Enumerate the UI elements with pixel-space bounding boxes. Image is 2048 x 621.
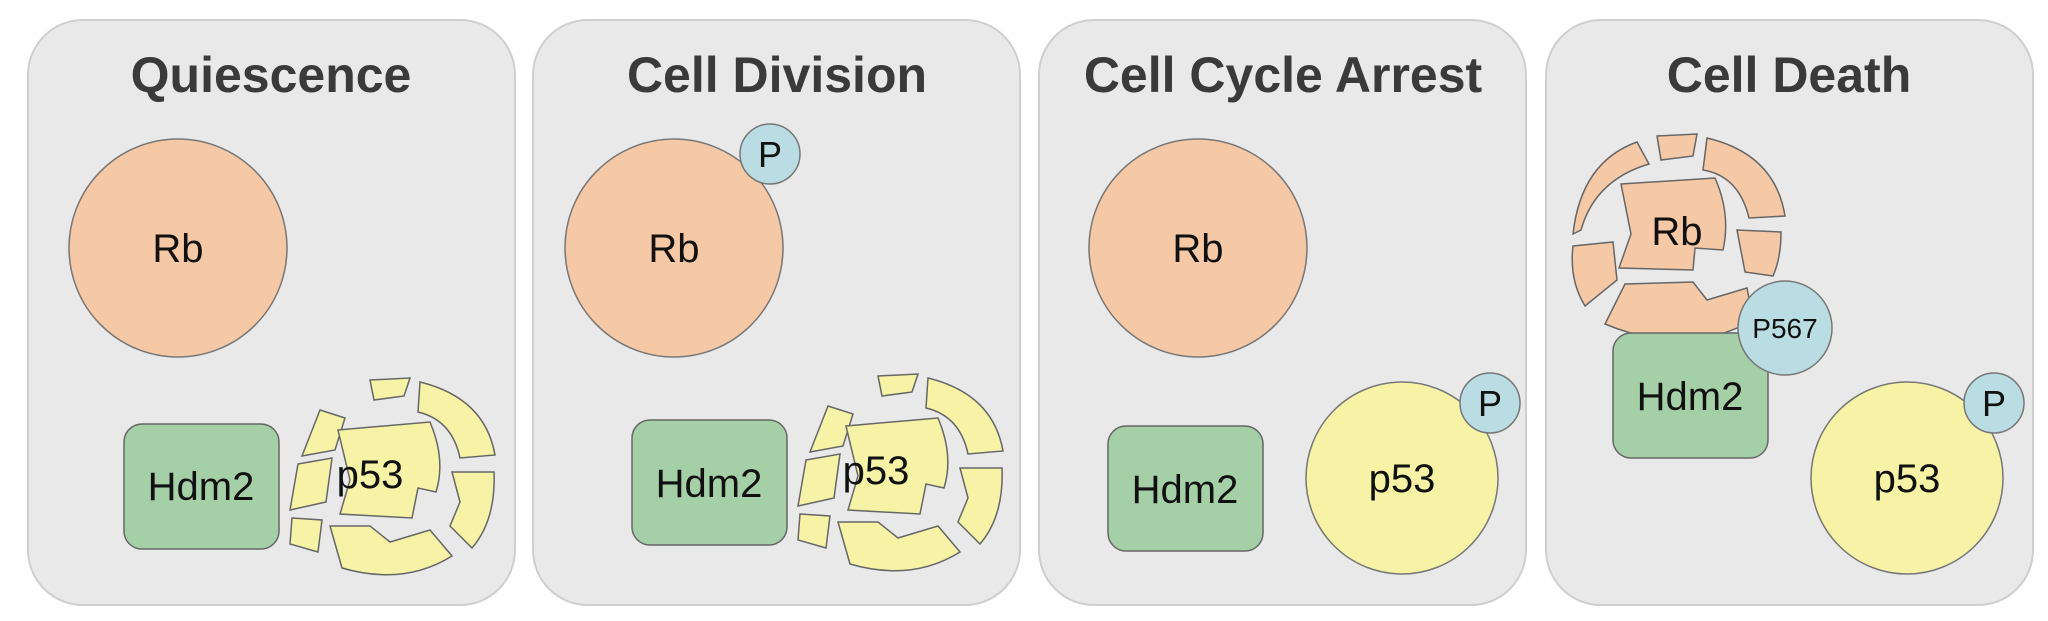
panel-cell-division: Cell Division Rb P p53 Hdm2 bbox=[532, 19, 1021, 606]
panel-cell-death: Cell Death Rb Hdm2 P567 p53 P bbox=[1545, 19, 2034, 606]
rb-protein: Rb bbox=[1088, 138, 1308, 358]
panel-cell-cycle-arrest: Cell Cycle Arrest Rb Hdm2 p53 P bbox=[1038, 19, 1527, 606]
p53-protein: p53 bbox=[1305, 381, 1499, 575]
panel-title: Cell Cycle Arrest bbox=[1084, 47, 1483, 103]
hdm2-label: Hdm2 bbox=[656, 462, 763, 506]
panel-title: Cell Division bbox=[627, 47, 927, 103]
rb-label: Rb bbox=[1172, 227, 1223, 271]
phospho-group: P bbox=[1459, 372, 1521, 434]
p53-degraded: p53 bbox=[797, 373, 1004, 572]
phospho-label: P567 bbox=[1752, 313, 1817, 344]
rb-protein: Rb bbox=[68, 138, 288, 358]
rb-label: Rb bbox=[1651, 210, 1702, 254]
rb-label: Rb bbox=[648, 227, 699, 271]
hdm2-protein: Hdm2 bbox=[1107, 425, 1264, 552]
phospho-label: P bbox=[1478, 383, 1502, 424]
phospho-group: P bbox=[1963, 372, 2025, 434]
hdm2-label: Hdm2 bbox=[1132, 468, 1239, 512]
hdm2-label: Hdm2 bbox=[148, 465, 255, 509]
panel-title: Cell Death bbox=[1667, 47, 1912, 103]
hdm2-protein: Hdm2 bbox=[631, 419, 788, 546]
p53-label: p53 bbox=[337, 453, 404, 497]
rb-label: Rb bbox=[152, 227, 203, 271]
p53-label: p53 bbox=[1874, 457, 1941, 501]
p53-protein: p53 bbox=[1810, 381, 2004, 575]
panel-title: Quiescence bbox=[131, 47, 412, 103]
hdm2-protein: Hdm2 bbox=[1612, 332, 1769, 459]
p53-label: p53 bbox=[843, 449, 910, 493]
hdm2-label: Hdm2 bbox=[1637, 375, 1744, 419]
phospho-group: P bbox=[739, 123, 801, 185]
rb-protein: Rb bbox=[564, 138, 784, 358]
panel-quiescence: Quiescence Rb p53 Hdm2 bbox=[27, 19, 516, 606]
phospho-label: P bbox=[758, 134, 782, 175]
phospho-group-p567: P567 bbox=[1737, 280, 1833, 376]
p53-label: p53 bbox=[1369, 457, 1436, 501]
hdm2-protein: Hdm2 bbox=[123, 423, 280, 550]
rb-degraded: Rb bbox=[1571, 133, 1786, 341]
phospho-label: P bbox=[1982, 383, 2006, 424]
p53-degraded: p53 bbox=[289, 377, 496, 576]
